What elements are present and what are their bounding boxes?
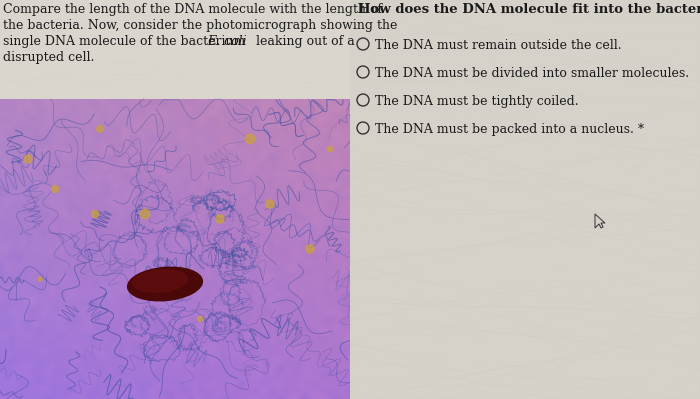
Text: The DNA must be tightly coiled.: The DNA must be tightly coiled. (375, 95, 579, 108)
Circle shape (97, 126, 104, 132)
Text: disrupted cell.: disrupted cell. (3, 51, 94, 64)
Circle shape (140, 209, 150, 219)
Circle shape (92, 210, 99, 217)
Text: E. coli: E. coli (207, 35, 246, 48)
Circle shape (266, 200, 274, 208)
Circle shape (306, 245, 314, 253)
Circle shape (245, 134, 255, 144)
Text: The DNA must be divided into smaller molecules.: The DNA must be divided into smaller mol… (375, 67, 689, 80)
Bar (350, 0, 700, 399)
Bar (0, 0, 350, 99)
Ellipse shape (127, 267, 202, 301)
Circle shape (216, 215, 224, 223)
Text: the bacteria. Now, consider the photomicrograph showing the: the bacteria. Now, consider the photomic… (3, 19, 398, 32)
Circle shape (197, 316, 202, 322)
Text: The DNA must be packed into a nucleus. *: The DNA must be packed into a nucleus. * (375, 123, 644, 136)
Text: single DNA molecule of the bacterium: single DNA molecule of the bacterium (3, 35, 249, 48)
Circle shape (52, 186, 59, 193)
Text: How does the DNA molecule fit into the bacterial cell?: How does the DNA molecule fit into the b… (358, 3, 700, 16)
Circle shape (24, 155, 32, 163)
Ellipse shape (132, 270, 188, 292)
Text: leaking out of a: leaking out of a (252, 35, 355, 48)
Circle shape (38, 277, 42, 281)
Text: Compare the length of the DNA molecule with the length of: Compare the length of the DNA molecule w… (3, 3, 382, 16)
Text: The DNA must remain outside the cell.: The DNA must remain outside the cell. (375, 39, 622, 52)
Circle shape (328, 146, 332, 152)
